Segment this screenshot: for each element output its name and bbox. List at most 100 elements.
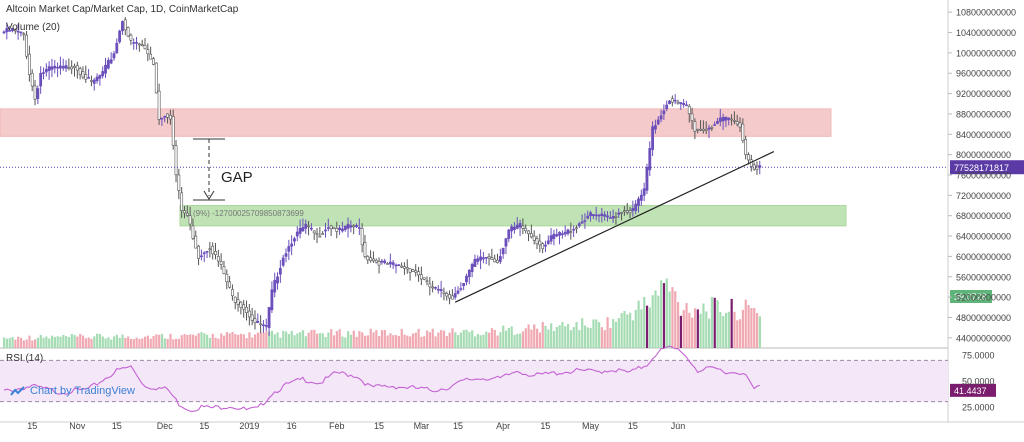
volume-bar: [121, 334, 124, 348]
volume-bar: [25, 339, 28, 348]
candle-body: [284, 253, 288, 257]
rsi-layer: [0, 345, 948, 412]
volume-bar: [366, 335, 369, 348]
candle-body: [439, 289, 443, 292]
volume-bar: [39, 334, 42, 348]
volume-bar: [392, 335, 395, 348]
candle-body: [679, 102, 683, 105]
volume-bar: [214, 337, 217, 348]
volume-bar: [79, 333, 82, 348]
y-tick-label: 52000000000: [956, 293, 1011, 303]
candle-body: [188, 215, 192, 225]
volume-bar: [45, 336, 48, 348]
volume-bar: [332, 335, 336, 348]
candle-body: [304, 223, 308, 229]
volume-bar: [724, 312, 728, 348]
y-tick-label: 88000000000: [956, 109, 1011, 119]
volume-bar: [11, 336, 14, 348]
volume-bar: [572, 327, 575, 348]
volume-bar: [682, 310, 685, 348]
candle-body: [527, 230, 530, 235]
candle-body: [11, 27, 14, 31]
candle-body: [42, 72, 45, 74]
volume-bar: [296, 333, 299, 348]
candle-body: [462, 283, 466, 286]
volume-bar: [31, 340, 34, 348]
gap-arrow-head: [203, 190, 215, 200]
candle-body: [233, 296, 237, 303]
volume-bar: [155, 334, 158, 348]
volume-bar: [437, 332, 440, 348]
x-tick-label: Apr: [496, 421, 510, 431]
candle-body: [50, 66, 54, 70]
volume-bar: [592, 319, 595, 348]
volume-bar: [36, 337, 40, 348]
volume-bar: [65, 336, 68, 348]
volume-bar: [538, 332, 541, 348]
volume-bar: [14, 339, 17, 348]
volume-bar: [631, 320, 635, 348]
candle-body: [343, 225, 347, 230]
volume-bar: [270, 330, 274, 348]
candle-body: [129, 34, 133, 41]
candle-body: [324, 229, 327, 232]
candle-body: [583, 220, 587, 222]
candle-body: [668, 100, 671, 105]
candle-body: [648, 148, 652, 171]
candle-body: [84, 74, 88, 80]
candle-body: [39, 72, 43, 87]
candle-body: [431, 286, 435, 289]
candle-body: [64, 65, 68, 69]
candle-body: [470, 264, 474, 272]
volume-bar: [668, 291, 671, 348]
candle-layer: [2, 17, 762, 336]
candle-body: [264, 325, 268, 327]
support-zone: [179, 205, 847, 227]
candle-body: [515, 224, 519, 229]
axis-layer: 108000000000 104000000000 100000000000 9600…: [27, 8, 1016, 431]
candle-body: [53, 65, 57, 69]
y-tick-label: 100000000000: [956, 48, 1016, 58]
x-tick-label: 2019: [239, 421, 259, 431]
candle-body: [183, 210, 186, 214]
volume-bar: [290, 330, 293, 348]
candle-body: [479, 256, 482, 261]
candle-body: [177, 174, 181, 191]
candle-body: [487, 256, 491, 259]
volume-bar: [203, 333, 206, 348]
candle-body: [442, 291, 446, 294]
candle-body: [682, 103, 686, 105]
volume-bar: [397, 335, 400, 348]
candle-body: [639, 194, 643, 201]
x-tick-label: 15: [199, 421, 209, 431]
candle-body: [262, 324, 265, 327]
volume-bar: [149, 338, 152, 348]
candle-body: [425, 280, 429, 283]
volume-bar: [76, 336, 79, 348]
candle-body: [231, 289, 234, 297]
candle-body: [298, 227, 302, 234]
candle-body: [81, 71, 85, 78]
candle-body: [521, 225, 525, 229]
volume-bar: [733, 311, 736, 348]
candle-body: [490, 257, 494, 260]
volume-bar: [676, 302, 680, 348]
volume-bar: [124, 337, 127, 348]
volume-bar: [42, 337, 45, 348]
volume-bar: [634, 309, 637, 348]
tradingview-watermark[interactable]: Chart by TradingView: [10, 385, 135, 397]
candle-body: [597, 214, 601, 217]
volume-bar: [600, 327, 604, 348]
candle-body: [419, 274, 423, 280]
candle-body: [338, 227, 341, 230]
volume-bar: [744, 299, 747, 348]
candle-body: [90, 80, 93, 82]
candle-body: [450, 295, 454, 300]
candle-body: [352, 225, 356, 228]
candle-body: [374, 259, 378, 263]
candle-body: [152, 58, 155, 65]
volume-bar: [741, 309, 745, 348]
candle-body: [202, 252, 206, 255]
volume-bar: [665, 278, 668, 348]
